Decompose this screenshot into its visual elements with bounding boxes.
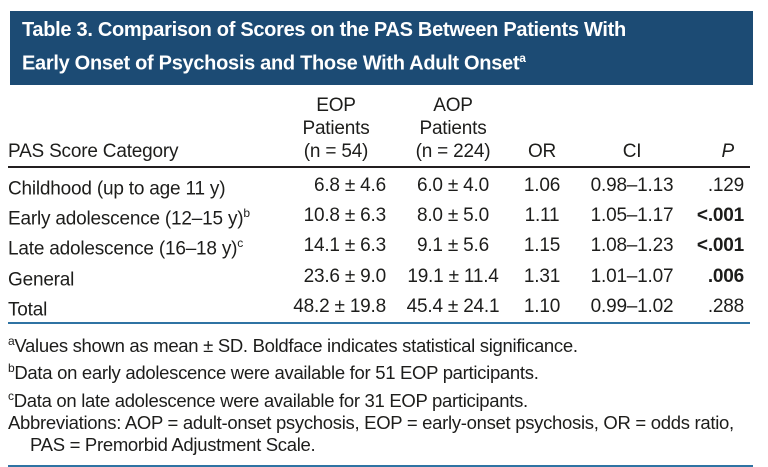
column-header-category: PAS Score Category <box>8 140 179 162</box>
cell-eop-value: 48.2 ± 19.8 <box>293 296 386 318</box>
cell-aop-value: 19.1 ± 11.4 <box>407 265 499 287</box>
footnote-b: bData on early adolescence were availabl… <box>8 357 754 384</box>
category-label: Late adolescence (16–18 y) <box>8 238 238 260</box>
bottom-rule-divider <box>8 464 753 467</box>
footnote-a: aValues shown as mean ± SD. Boldface ind… <box>8 330 754 357</box>
footnote-abbreviations-text: Abbreviations: AOP = adult-onset psychos… <box>8 411 734 455</box>
cell-ci-value: 1.05–1.17 <box>590 205 674 227</box>
cell-p-value: <.001 <box>696 205 744 227</box>
footnote-c-text: Data on late adolescence were available … <box>13 389 529 411</box>
cell-eop-value: 6.8 ± 4.6 <box>313 174 386 196</box>
cell-category: Childhood (up to age 11 y) <box>8 167 272 201</box>
table-header: PAS Score Category EOP Patients (n = 54)… <box>8 94 750 167</box>
column-header-aop: AOP Patients (n = 224) <box>400 94 506 167</box>
column-header-eop: EOP Patients (n = 54) <box>272 94 400 167</box>
cell-aop-value: 9.1 ± 5.6 <box>416 235 489 257</box>
table-title-bar: Table 3. Comparison of Scores on the PAS… <box>10 11 753 85</box>
eop-header-line-2: Patients <box>302 117 370 139</box>
cell-p-value: .288 <box>707 296 744 318</box>
footnote-b-text: Data on early adolescence were available… <box>14 362 539 384</box>
cell-eop-value: 14.1 ± 6.3 <box>303 235 387 257</box>
cell-eop-value: 10.8 ± 6.3 <box>303 205 387 227</box>
column-header-p: P <box>721 140 735 162</box>
cell-eop-value: 23.6 ± 9.0 <box>303 265 387 287</box>
table-row-general: General 23.6 ± 9.0 19.1 ± 11.4 1.31 1.01… <box>8 262 750 292</box>
category-superscript: b <box>243 205 251 220</box>
cell-ci-value: 0.98–1.13 <box>590 174 674 196</box>
cell-p-value: .129 <box>707 174 744 196</box>
category-superscript: c <box>237 236 244 251</box>
cell-or-value: 1.31 <box>523 265 561 287</box>
column-header-ci: CI <box>622 140 642 162</box>
category-label: Total <box>8 299 48 321</box>
cell-ci-value: 1.01–1.07 <box>590 265 674 287</box>
header-row: PAS Score Category EOP Patients (n = 54)… <box>8 94 750 167</box>
aop-header-line-1: AOP <box>433 94 473 116</box>
category-label: Childhood (up to age 11 y) <box>8 177 226 199</box>
table-row-early-adolescence: Early adolescence (12–15 y)b 10.8 ± 6.3 … <box>8 201 750 231</box>
category-label: General <box>8 268 75 290</box>
footnote-a-text: Values shown as mean ± SD. Boldface indi… <box>14 335 578 357</box>
aop-header-line-3: (n = 224) <box>415 140 491 162</box>
pas-comparison-table: PAS Score Category EOP Patients (n = 54)… <box>8 94 750 325</box>
table-title-superscript: a <box>519 51 526 65</box>
cell-aop-value: 45.4 ± 24.1 <box>406 296 500 318</box>
table-title-text-2: Early Onset of Psychosis and Those With … <box>22 52 520 75</box>
eop-header-line-1: EOP <box>316 94 356 116</box>
table-title-line-1: Table 3. Comparison of Scores on the PAS… <box>22 16 741 44</box>
table-row-late-adolescence: Late adolescence (16–18 y)c 14.1 ± 6.3 9… <box>8 231 750 261</box>
cell-p-value: .006 <box>707 265 744 287</box>
cell-aop-value: 6.0 ± 4.0 <box>416 174 489 196</box>
cell-or-value: 1.06 <box>523 174 561 196</box>
cell-or-value: 1.11 <box>524 205 560 227</box>
cell-or-value: 1.10 <box>523 296 561 318</box>
table-body: Childhood (up to age 11 y) 6.8 ± 4.6 6.0… <box>8 167 750 324</box>
footnote-c-marker: c <box>8 388 14 403</box>
table-title-line-2: Early Onset of Psychosis and Those With … <box>22 44 741 78</box>
category-label: Early adolescence (12–15 y) <box>8 208 244 230</box>
cell-ci-value: 1.08–1.23 <box>590 235 674 257</box>
cell-ci-value: 0.99–1.02 <box>590 296 674 318</box>
page: Table 3. Comparison of Scores on the PAS… <box>0 11 768 467</box>
footnote-c: cData on late adolescence were available… <box>8 385 754 412</box>
footnote-a-marker: a <box>8 334 15 349</box>
cell-category: Early adolescence (12–15 y)b <box>8 201 272 231</box>
table-row-childhood: Childhood (up to age 11 y) 6.8 ± 4.6 6.0… <box>8 167 750 201</box>
cell-category: Total <box>8 292 272 323</box>
cell-aop-value: 8.0 ± 5.0 <box>416 205 489 227</box>
table-title-text-1: Table 3. Comparison of Scores on the PAS… <box>22 19 626 41</box>
column-header-or: OR <box>527 140 557 162</box>
cell-or-value: 1.15 <box>523 235 561 257</box>
footnote-abbreviations: Abbreviations: AOP = adult-onset psychos… <box>8 412 754 456</box>
cell-category: Late adolescence (16–18 y)c <box>8 231 272 261</box>
cell-p-value: <.001 <box>696 235 744 257</box>
cell-category: General <box>8 262 272 292</box>
table-row-total: Total 48.2 ± 19.8 45.4 ± 24.1 1.10 0.99–… <box>8 292 750 323</box>
eop-header-line-3: (n = 54) <box>303 140 369 162</box>
footnote-b-marker: b <box>8 361 15 376</box>
aop-header-line-2: Patients <box>419 117 487 139</box>
